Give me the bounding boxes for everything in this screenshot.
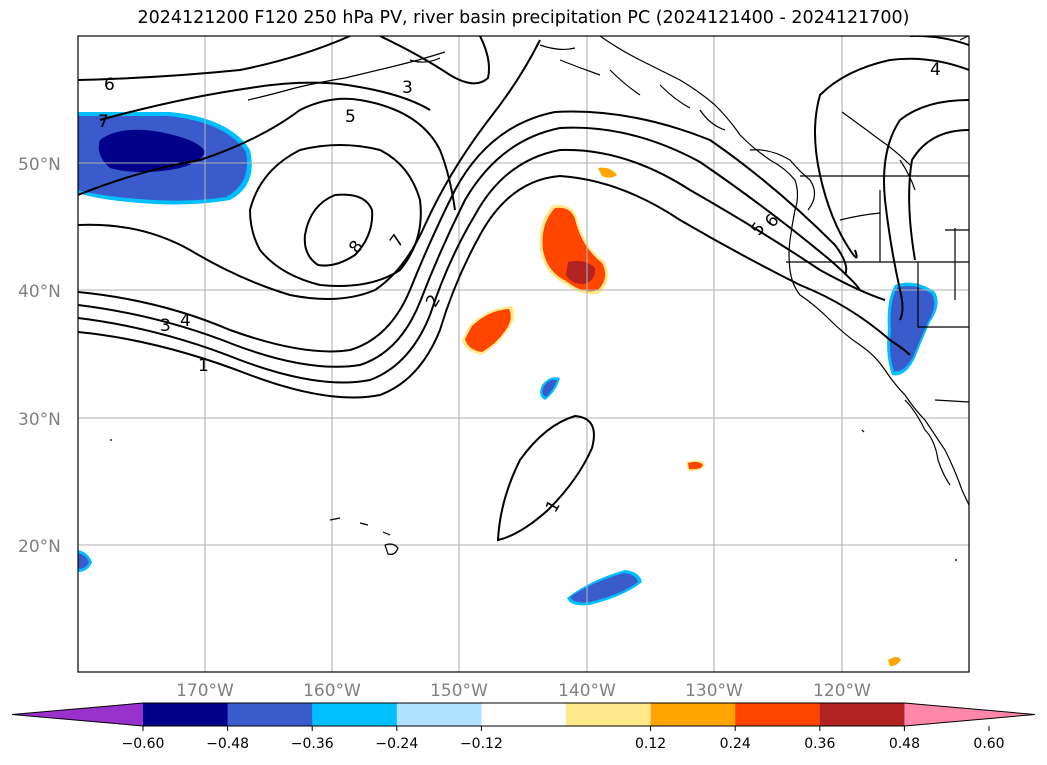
contour-8 bbox=[78, 97, 456, 211]
contour-label: 6 bbox=[104, 75, 115, 95]
contour-9 bbox=[78, 36, 351, 81]
positive-pc-shading-center bbox=[462, 167, 617, 355]
colorbar-segment bbox=[650, 703, 736, 726]
contour-7 bbox=[303, 193, 374, 267]
contour-12 bbox=[496, 414, 595, 542]
lat-label: 50°N bbox=[18, 155, 61, 175]
lon-label: 140°W bbox=[558, 681, 616, 701]
colorbar-tick-label: −0.36 bbox=[291, 736, 334, 752]
contour-13 bbox=[814, 57, 969, 259]
colorbar-tick-label: −0.12 bbox=[460, 736, 503, 752]
colorbar-tick-label: 0.24 bbox=[720, 736, 751, 752]
lat-label: 40°N bbox=[18, 282, 61, 302]
colorbar-segment bbox=[143, 703, 229, 726]
colorbar-segment bbox=[396, 703, 482, 726]
colorbar: −0.60 −0.48 −0.36 −0.24 −0.12 0.12 0.24 0.36 0.4… bbox=[11, 702, 1036, 752]
lat-label: 30°N bbox=[18, 410, 61, 430]
contour-14 bbox=[883, 99, 969, 321]
coastlines bbox=[110, 36, 969, 561]
colorbar-tick-label: −0.60 bbox=[122, 736, 165, 752]
colorbar-tick-label: 0.48 bbox=[889, 736, 920, 752]
contour-label: 4 bbox=[180, 311, 191, 331]
contour-1 bbox=[78, 174, 911, 399]
contour-label: 5 bbox=[345, 107, 356, 127]
contour-11 bbox=[379, 36, 490, 85]
contour-15 bbox=[910, 36, 969, 46]
contour-4 bbox=[78, 110, 848, 353]
lon-label: 150°W bbox=[430, 681, 488, 701]
colorbar-segment bbox=[566, 703, 652, 726]
longitude-labels: 170°W 160°W 150°W 140°W 130°W 120°W bbox=[176, 681, 871, 701]
contour-2 bbox=[78, 148, 886, 384]
map-frame bbox=[77, 35, 970, 673]
pv-contours bbox=[78, 36, 969, 542]
contour-labels: 6 7 3 5 8 7 2 3 4 1 4 5 6 1 bbox=[98, 60, 941, 516]
contour-5 bbox=[78, 39, 541, 300]
contour-10 bbox=[99, 81, 431, 121]
colorbar-segment bbox=[735, 703, 821, 726]
map-title: 2024121200 F120 250 hPa PV, river basin … bbox=[137, 8, 910, 28]
latitude-labels: 50°N 40°N 30°N 20°N bbox=[18, 155, 61, 557]
contour-16 bbox=[908, 129, 969, 261]
lon-label: 120°W bbox=[813, 681, 871, 701]
lon-label: 160°W bbox=[303, 681, 361, 701]
colorbar-tick-label: 0.12 bbox=[635, 736, 666, 752]
colorbar-segment bbox=[819, 703, 905, 726]
contour-3 bbox=[78, 126, 861, 368]
colorbar-extend-min bbox=[12, 703, 143, 726]
negative-pc-shading-california bbox=[887, 282, 938, 376]
colorbar-tick-label: −0.24 bbox=[375, 736, 418, 752]
colorbar-tick-label: 0.60 bbox=[973, 736, 1004, 752]
colorbar-segment bbox=[312, 703, 398, 726]
contour-label: 7 bbox=[98, 112, 109, 132]
colorbar-segment bbox=[481, 703, 567, 726]
lat-label: 20°N bbox=[18, 537, 61, 557]
gridlines bbox=[78, 36, 969, 672]
colorbar-tick-label: 0.36 bbox=[804, 736, 835, 752]
contour-6 bbox=[248, 144, 422, 287]
contour-label: 3 bbox=[402, 78, 413, 98]
lon-label: 130°W bbox=[685, 681, 743, 701]
contour-label: 4 bbox=[930, 60, 941, 80]
contour-label: 3 bbox=[160, 316, 171, 336]
positive-pc-shading-small bbox=[686, 460, 901, 667]
lon-label: 170°W bbox=[176, 681, 234, 701]
colorbar-tick-label: −0.48 bbox=[206, 736, 249, 752]
colorbar-segment bbox=[227, 703, 313, 726]
colorbar-extend-max bbox=[904, 703, 1035, 726]
contour-label: 1 bbox=[198, 356, 209, 376]
negative-pc-shading-hawaii-west bbox=[78, 550, 92, 572]
